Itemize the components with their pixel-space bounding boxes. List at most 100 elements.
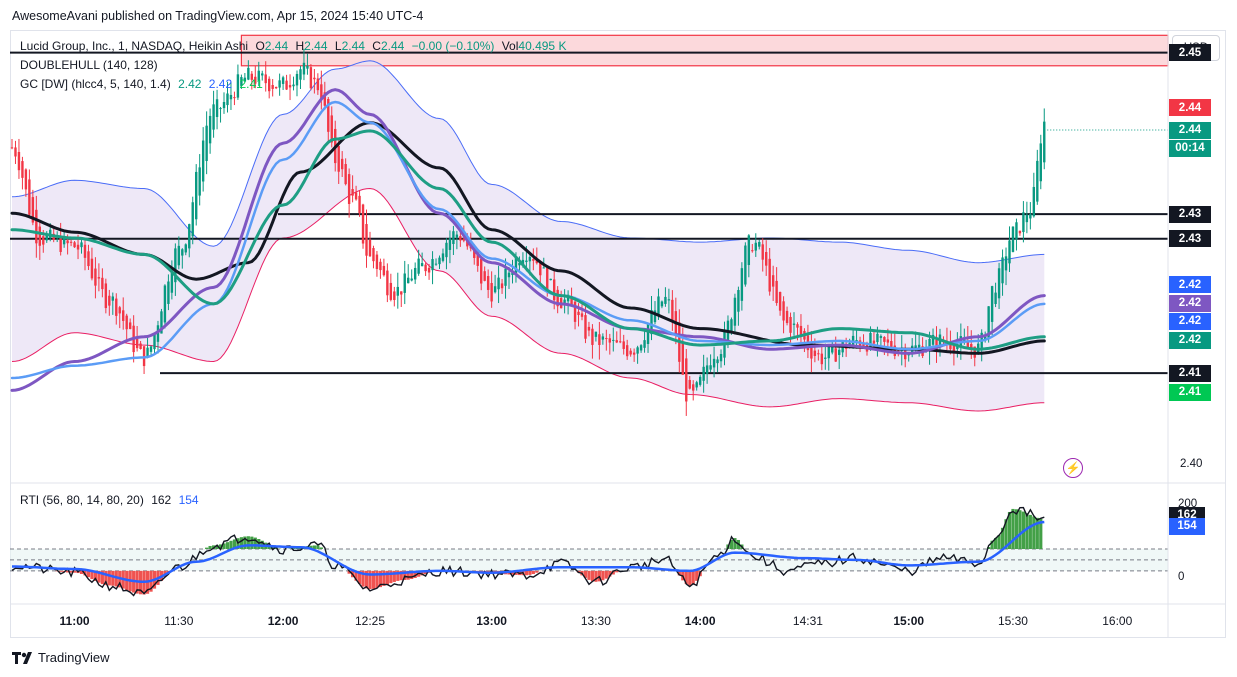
candle-body — [817, 353, 820, 355]
candle-body — [403, 273, 406, 293]
candle-body — [462, 238, 466, 241]
candle-body — [94, 268, 97, 286]
candle-body — [931, 334, 935, 345]
candle-body — [535, 259, 539, 264]
time-tick: 14:00 — [684, 614, 716, 628]
candle-body — [379, 261, 382, 271]
candle-body — [1032, 186, 1036, 217]
candle-body — [483, 271, 486, 281]
candle-body — [949, 341, 952, 350]
candle-body — [1001, 257, 1004, 284]
candle-body — [174, 248, 177, 283]
price-tick: 2.40 — [1180, 457, 1203, 470]
candle-body — [580, 313, 584, 317]
rti-value-1: 162 — [151, 493, 172, 507]
candle-body — [250, 73, 254, 80]
high-key: H — [295, 39, 305, 53]
candle-body — [413, 267, 417, 280]
candle-body — [188, 224, 191, 249]
candle-body — [605, 338, 608, 340]
candle-body — [375, 254, 379, 270]
candle-body — [434, 263, 438, 265]
candle-body — [278, 80, 281, 88]
candle-body — [556, 289, 559, 307]
time-tick: 15:30 — [997, 614, 1028, 628]
gc-value-1: 2.42 — [178, 77, 202, 91]
candle-body — [195, 171, 198, 220]
hull-band-layer — [11, 60, 1045, 412]
candle-body — [104, 283, 108, 309]
price-label: 2.42 — [1169, 276, 1211, 294]
legend-rti-row[interactable]: RTI (56, 80, 14, 80, 20) 162 154 — [20, 492, 203, 508]
price-label: 2.42 — [1169, 331, 1211, 349]
price-label: 2.41 — [1169, 364, 1211, 382]
candle-body — [240, 77, 243, 86]
candle-body — [351, 189, 354, 196]
candle-body — [740, 268, 744, 301]
chart-frame — [10, 30, 1226, 638]
candle-body — [24, 169, 28, 190]
candle-body — [768, 258, 771, 292]
symbol-title: Lucid Group, Inc., 1, NASDAQ, Heikin Ash… — [20, 39, 249, 53]
candle-body — [810, 342, 813, 359]
resistance-zone — [240, 34, 1169, 67]
candle-body — [97, 277, 101, 279]
candle-body — [504, 268, 507, 286]
candle-body — [598, 334, 601, 345]
candle-body — [170, 271, 174, 293]
candle-body — [497, 277, 500, 290]
candle-body — [261, 73, 264, 76]
candle-body — [987, 306, 990, 338]
candle-body — [692, 384, 695, 391]
candle-body — [712, 358, 716, 368]
candle-body — [855, 340, 858, 342]
candle-body — [587, 326, 591, 331]
hull-band-lower — [11, 187, 1045, 412]
candle-body — [358, 195, 361, 214]
close-value: 2.44 — [380, 39, 405, 53]
tradingview-logo[interactable]: TradingView — [12, 650, 110, 665]
candle-body — [671, 299, 674, 323]
candle-body — [914, 345, 917, 351]
candle-body — [420, 263, 424, 267]
legend-gc-row[interactable]: GC [DW] (hlcc4, 5, 140, 1.4) 2.42 2.42 2… — [20, 76, 267, 92]
candle-body — [573, 301, 577, 322]
candle-body — [681, 342, 684, 375]
candle-body — [862, 343, 865, 347]
candle-body — [824, 357, 827, 359]
candle-body — [295, 73, 299, 86]
candle-body — [917, 344, 921, 348]
candle-body — [313, 77, 316, 80]
candle-body — [118, 307, 121, 314]
candle-body — [612, 339, 615, 341]
candle-body — [751, 250, 754, 252]
candle-body — [90, 258, 94, 279]
candle-body — [146, 347, 149, 357]
candle-body — [990, 286, 994, 322]
legend-doublehull[interactable]: DOUBLEHULL (140, 128) — [20, 58, 158, 72]
candle-body — [354, 192, 358, 200]
candle-body — [441, 253, 445, 261]
candle-body — [424, 264, 427, 272]
candle-body — [201, 140, 205, 182]
time-tick: 12:25 — [354, 614, 385, 628]
candle-body — [281, 77, 285, 84]
candle-body — [664, 296, 667, 304]
candle-body — [153, 334, 156, 350]
candle-body — [552, 279, 556, 301]
candle-body — [876, 333, 879, 343]
price-label: 00:14 — [1169, 139, 1211, 157]
candle-body — [758, 241, 761, 247]
candle-body — [983, 334, 987, 341]
candle-body — [695, 382, 698, 388]
candle-body — [222, 102, 226, 109]
candle-body — [792, 323, 796, 325]
candle-body — [45, 235, 48, 241]
candle-body — [625, 345, 629, 357]
candle-body — [35, 209, 38, 244]
candle-body — [643, 340, 646, 348]
candle-body — [1029, 214, 1032, 219]
flash-icon[interactable]: ⚡ — [1063, 458, 1083, 478]
candle-body — [372, 248, 375, 262]
